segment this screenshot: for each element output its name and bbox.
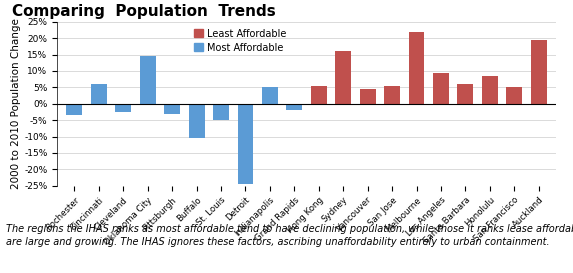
Bar xyxy=(311,86,327,104)
Bar xyxy=(360,89,375,104)
Bar xyxy=(66,104,83,115)
Bar xyxy=(335,51,351,104)
Bar xyxy=(140,56,156,104)
Bar xyxy=(482,76,498,104)
Bar xyxy=(91,84,107,104)
Bar xyxy=(409,32,425,104)
Bar xyxy=(286,104,303,110)
Text: Comparing  Population  Trends: Comparing Population Trends xyxy=(13,4,276,19)
Bar xyxy=(531,40,547,104)
Bar xyxy=(384,86,400,104)
Y-axis label: 2000 to 2010 Population Change: 2000 to 2010 Population Change xyxy=(11,18,21,189)
Text: The regions the IHAS ranks as most affordable tend to have declining population,: The regions the IHAS ranks as most affor… xyxy=(6,224,573,247)
Bar xyxy=(189,104,205,138)
Bar xyxy=(213,104,229,120)
Bar xyxy=(115,104,131,112)
Bar xyxy=(433,73,449,104)
Bar xyxy=(238,104,253,184)
Legend: Least Affordable, Most Affordable: Least Affordable, Most Affordable xyxy=(192,27,289,55)
Bar xyxy=(507,87,522,104)
Bar xyxy=(457,84,473,104)
Bar xyxy=(262,87,278,104)
Bar xyxy=(164,104,180,114)
